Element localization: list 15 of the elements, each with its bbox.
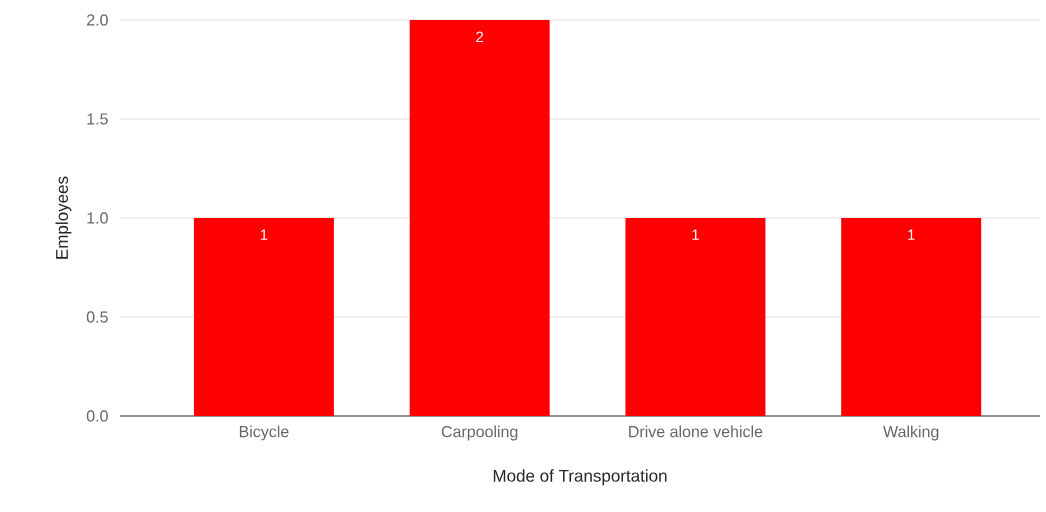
x-axis-title: Mode of Transportation (493, 469, 667, 486)
y-tick-label: 0.5 (86, 311, 108, 323)
y-tick-label: 2.0 (87, 14, 108, 26)
x-tick-label: Bicycle (239, 425, 289, 441)
y-tick-label: 0.0 (86, 410, 108, 422)
y-axis-title: Employees (55, 176, 72, 259)
data-label: 2 (476, 31, 484, 43)
y-tick-label: 1.0 (87, 212, 108, 224)
data-label: 1 (908, 229, 915, 240)
y-tick-label: 1.5 (87, 113, 108, 125)
data-label: 1 (692, 229, 699, 240)
x-tick-label: Carpooling (441, 425, 518, 441)
x-tick-label: Drive alone vehicle (629, 425, 763, 438)
data-label: 1 (260, 229, 268, 240)
x-tick-label: Walking (883, 425, 939, 441)
